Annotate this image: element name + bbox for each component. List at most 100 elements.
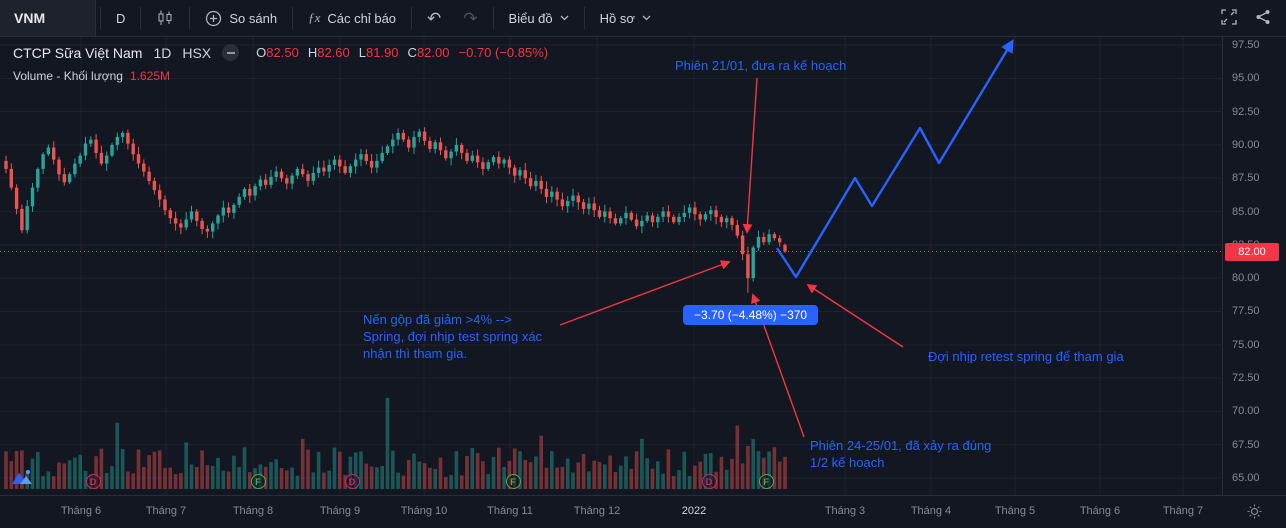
interval-button[interactable]: D	[106, 4, 135, 32]
annotation-arrows	[559, 77, 904, 438]
chevron-down-icon	[642, 15, 651, 21]
measure-label[interactable]: −3.70 (−4.48%) −370	[683, 305, 819, 325]
time-axis-label: Tháng 6	[60, 505, 102, 517]
legend-interval: 1D	[153, 44, 172, 61]
candlestick-style-icon	[156, 9, 174, 27]
time-axis[interactable]: Tháng 6 Tháng 7 Tháng 8 Tháng 9 Tháng 10 Thán…	[0, 495, 1286, 528]
toolbar-divider	[140, 7, 142, 29]
share-icon	[1255, 9, 1271, 28]
minus-icon	[226, 51, 235, 54]
chart-area: CTCP Sữa Việt Nam 1D HSX O82.50 H82.60 L…	[0, 37, 1286, 495]
chart-layout-menu-button[interactable]: Biểu đồ	[499, 4, 579, 32]
collapse-legend-button[interactable]	[222, 44, 240, 61]
profile-menu-button[interactable]: Hồ sơ	[590, 4, 661, 32]
time-axis-label: 2022	[681, 505, 707, 517]
chart-style-button[interactable]	[146, 4, 184, 32]
time-axis-label: Tháng 12	[573, 505, 621, 517]
current-price-tag: 82.00	[1225, 242, 1279, 261]
legend-exchange: HSX	[182, 44, 212, 61]
arrow-drawing[interactable]	[742, 77, 758, 234]
event-marker[interactable]: F	[250, 474, 266, 489]
chevron-down-icon	[560, 15, 569, 21]
toolbar-divider	[411, 7, 413, 29]
annotation-spring-text[interactable]: Nến gộp đã giảm >4% --> Spring, đợi nhịp…	[363, 312, 543, 362]
price-axis-label: 80.00	[1232, 272, 1260, 285]
grid-lines	[0, 37, 1222, 495]
time-axis-label: Tháng 5	[994, 505, 1036, 517]
undo-button[interactable]: ↶	[417, 4, 451, 32]
close-value: 82.00	[416, 45, 450, 60]
compare-plus-icon	[205, 10, 222, 27]
price-axis-label: 65.00	[1232, 472, 1260, 484]
annotation-plan-text[interactable]: Phiên 21/01, đưa ra kế hoạch	[675, 58, 847, 73]
annotation-half-plan-text[interactable]: Phiên 24-25/01, đã xảy ra đúng 1/2 kế ho…	[810, 438, 992, 471]
toolbar-divider	[292, 7, 294, 29]
fullscreen-button[interactable]	[1212, 4, 1246, 32]
price-axis-label: 85.00	[1232, 205, 1260, 218]
time-axis-label: Tháng 4	[910, 505, 952, 517]
projection-drawing[interactable]	[775, 39, 1014, 279]
indicators-label: Các chỉ báo	[327, 10, 397, 26]
candlestick-chart	[0, 37, 1222, 495]
price-axis-label: 90.00	[1232, 138, 1260, 151]
compare-label: So sánh	[229, 10, 278, 26]
chart-logo-icon[interactable]	[11, 468, 35, 491]
price-axis-label: 67.50	[1232, 438, 1260, 451]
time-axis-label: Tháng 7	[145, 505, 187, 517]
chart-plot-area[interactable]: CTCP Sữa Việt Nam 1D HSX O82.50 H82.60 L…	[0, 37, 1222, 495]
event-marker[interactable]: D	[701, 474, 717, 489]
time-axis-label: Tháng 9	[319, 505, 361, 517]
indicators-button[interactable]: ƒx Các chỉ báo	[298, 4, 406, 32]
sun-theme-icon[interactable]	[1247, 504, 1262, 522]
high-value: 82.60	[317, 45, 350, 60]
time-axis-label: Tháng 8	[232, 505, 274, 517]
chart-legend: CTCP Sữa Việt Nam 1D HSX O82.50 H82.60 L…	[13, 44, 548, 83]
candles-series	[4, 127, 787, 293]
arrow-drawing[interactable]	[806, 283, 904, 348]
price-axis-label: 87.50	[1232, 172, 1260, 185]
top-toolbar: VNM D So sánh ƒx Các chỉ báo	[0, 0, 1286, 37]
undo-icon: ↶	[427, 8, 442, 28]
event-marker[interactable]: F	[505, 474, 521, 489]
redo-icon: ↷	[463, 8, 478, 28]
price-axis-label: 70.00	[1232, 405, 1260, 418]
price-axis-label: 95.00	[1232, 72, 1260, 85]
event-marker[interactable]: D	[85, 474, 101, 489]
time-axis-label: Tháng 3	[824, 505, 866, 517]
arrow-drawing[interactable]	[559, 260, 731, 326]
compare-button[interactable]: So sánh	[195, 4, 287, 32]
symbol-title[interactable]: CTCP Sữa Việt Nam	[13, 44, 143, 61]
toolbar-divider	[492, 7, 494, 29]
symbol-label: VNM	[14, 10, 46, 26]
price-axis[interactable]: 82.00 97.5095.0092.5090.0087.5085.0082.5…	[1222, 37, 1286, 495]
fullscreen-icon	[1221, 8, 1237, 28]
volume-legend: Volume - Khối lượng 1.625M	[13, 69, 548, 83]
low-value: 81.90	[366, 45, 399, 60]
event-marker[interactable]: D	[344, 474, 360, 489]
toolbar-divider	[583, 7, 585, 29]
time-axis-label: Tháng 6	[1079, 505, 1121, 517]
price-axis-label: 92.50	[1232, 105, 1260, 118]
chart-menu-label: Biểu đồ	[508, 10, 553, 26]
price-axis-label: 75.00	[1232, 338, 1260, 351]
ohlc-values: O82.50 H82.60 L81.90 C82.00 −0.70 (−0.85…	[256, 45, 549, 60]
annotation-retest-text[interactable]: Đợi nhịp retest spring để tham gia	[928, 349, 1124, 364]
share-button[interactable]	[1246, 4, 1280, 32]
change-value: −0.70 (−0.85%)	[458, 45, 549, 60]
price-axis-label: 77.50	[1232, 305, 1260, 318]
volume-label: Volume - Khối lượng	[13, 69, 123, 83]
time-axis-label: Tháng 11	[487, 505, 533, 517]
volume-value: 1.625M	[129, 69, 170, 83]
time-axis-label: Tháng 10	[400, 505, 448, 517]
interval-label: D	[116, 10, 126, 26]
symbol-search-button[interactable]: VNM	[0, 0, 96, 36]
open-value: 82.50	[266, 45, 299, 60]
fx-indicators-icon: ƒx	[308, 10, 321, 25]
toolbar-divider	[100, 7, 101, 29]
toolbar-divider	[189, 7, 191, 29]
price-axis-label: 97.50	[1232, 39, 1260, 51]
redo-button[interactable]: ↷	[453, 4, 487, 32]
time-axis-label: Tháng 7	[1162, 505, 1204, 517]
event-marker[interactable]: F	[758, 474, 774, 489]
